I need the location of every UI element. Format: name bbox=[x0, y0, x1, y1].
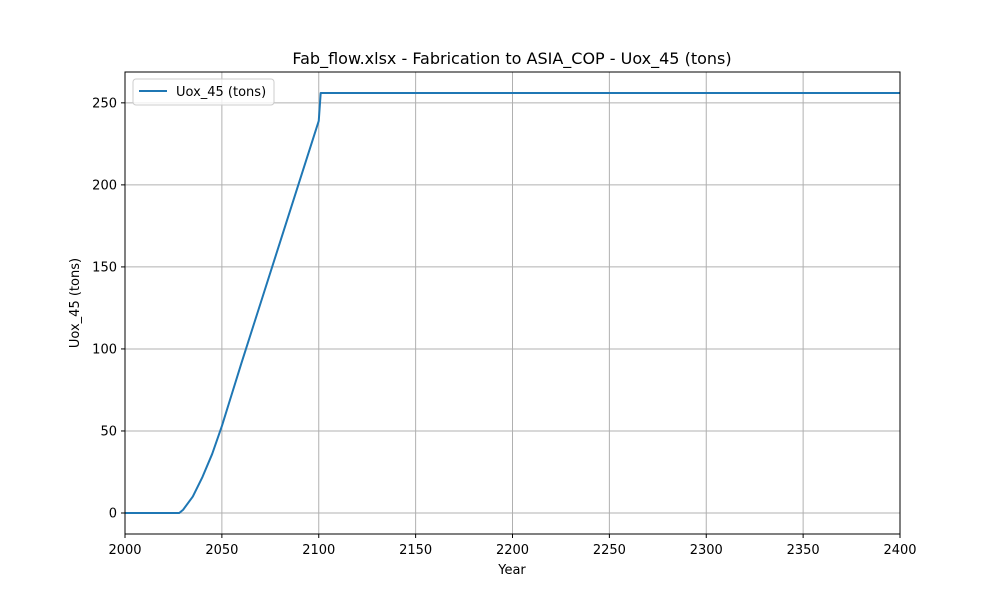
x-axis-label: Year bbox=[497, 563, 526, 578]
y-tick-label: 150 bbox=[92, 260, 117, 275]
x-tick-label: 2200 bbox=[496, 543, 529, 558]
y-tick-label: 100 bbox=[92, 342, 117, 357]
y-tick-label: 250 bbox=[92, 96, 117, 111]
x-tick-label: 2100 bbox=[302, 543, 335, 558]
legend-label: Uox_45 (tons) bbox=[176, 85, 266, 100]
legend: Uox_45 (tons) bbox=[132, 78, 275, 106]
y-axis-label: Uox_45 (tons) bbox=[68, 258, 83, 348]
x-tick-label: 2400 bbox=[883, 543, 916, 558]
series-line bbox=[125, 92, 900, 514]
legend-box bbox=[132, 78, 275, 106]
x-tick-label: 2150 bbox=[399, 543, 432, 558]
series-lines bbox=[125, 92, 900, 514]
x-tick-label: 2350 bbox=[787, 543, 820, 558]
x-tick-label: 2050 bbox=[205, 543, 238, 558]
chart-title: Fab_flow.xlsx - Fabrication to ASIA_COP … bbox=[292, 49, 731, 69]
axis-ticks: 2000 2050 2100 2150 2200 2250 2300 2350 2400 0 50 1… bbox=[92, 96, 916, 558]
y-tick-label: 0 bbox=[109, 507, 117, 522]
x-tick-label: 2000 bbox=[108, 543, 141, 558]
y-tick-label: 200 bbox=[92, 178, 117, 193]
x-tick-label: 2250 bbox=[593, 543, 626, 558]
y-tick-label: 50 bbox=[100, 424, 117, 439]
x-tick-label: 2300 bbox=[690, 543, 723, 558]
